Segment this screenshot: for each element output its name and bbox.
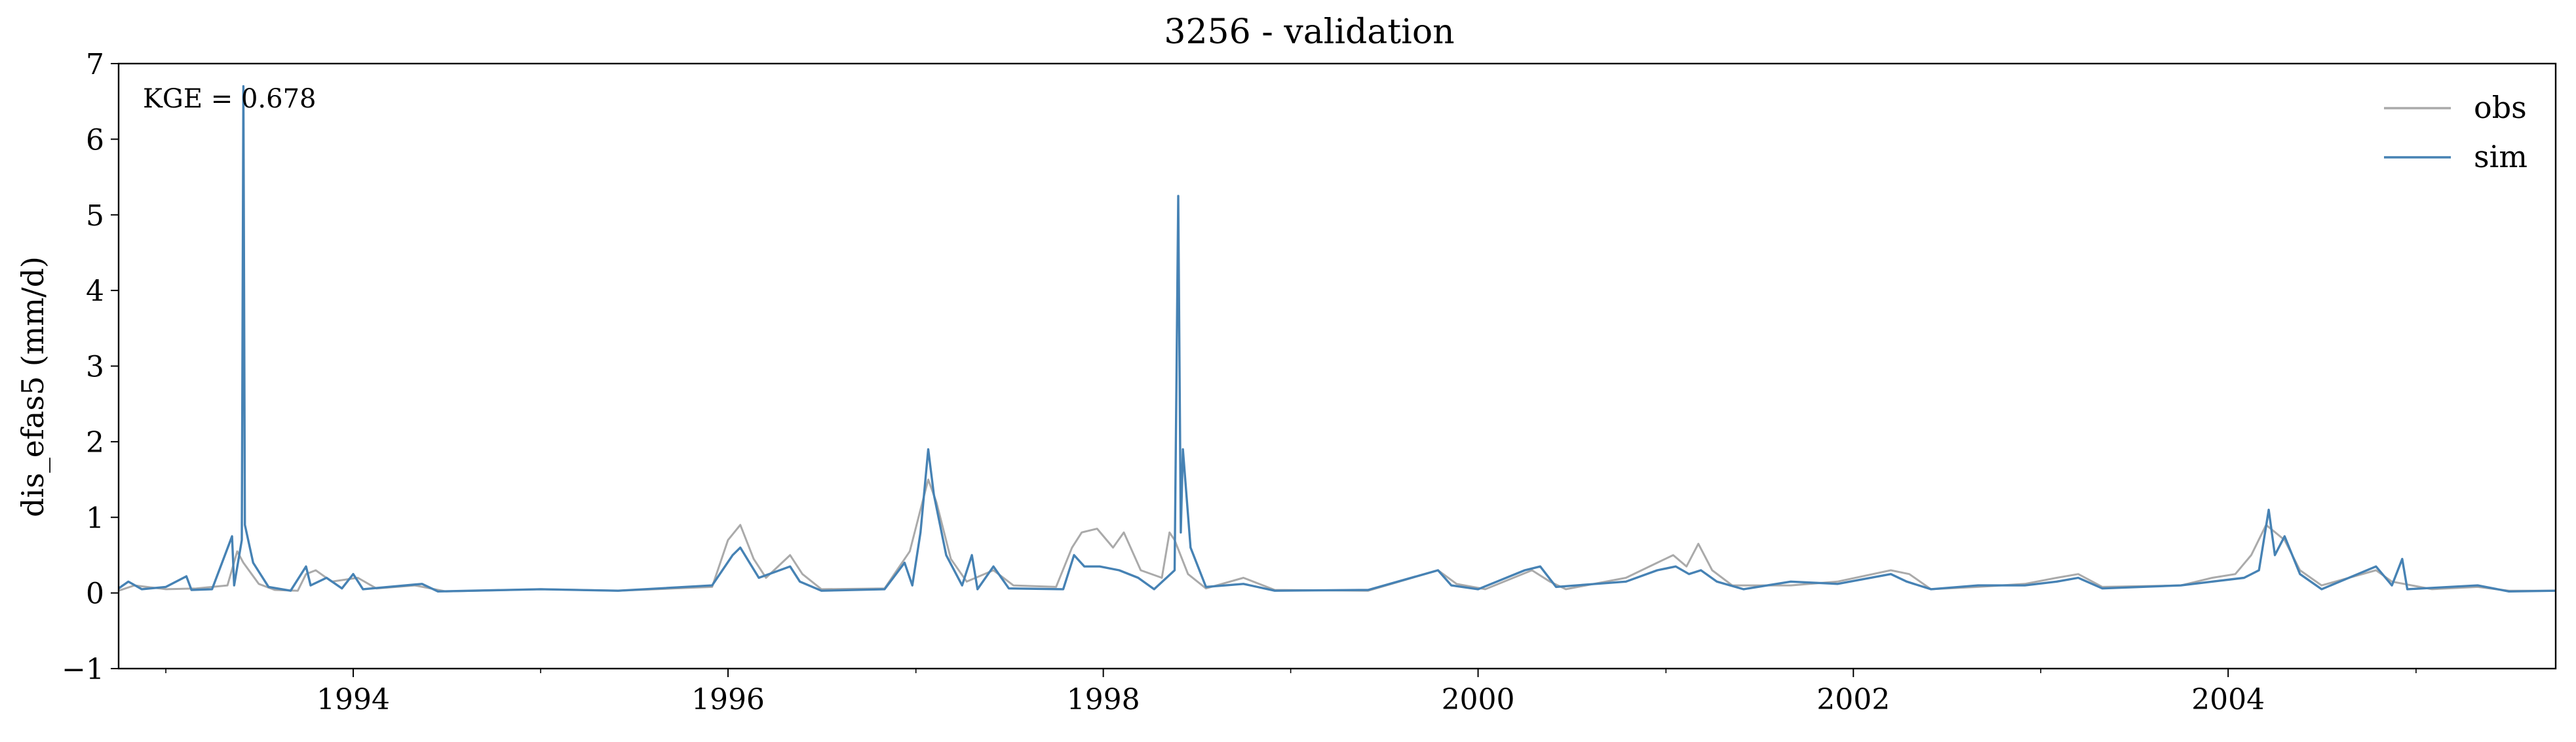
y-axis-ticks: −1 0 1 2 3 4 5 6 7 [62,48,119,686]
x-axis-ticks: 1994 1996 1998 2000 2002 2004 [165,669,2417,716]
y-tick-label: 5 [86,199,104,233]
x-tick-label: 2004 [2191,683,2265,716]
y-tick-label: 1 [86,501,104,535]
legend: obs sim [2384,90,2528,174]
series-layer [118,85,2556,593]
legend-label-obs: obs [2474,90,2527,125]
x-tick-label: 2000 [1442,683,1515,716]
x-tick-label: 1998 [1067,683,1140,716]
y-tick-label: −1 [62,653,104,686]
series-line-obs [118,478,2556,593]
y-axis-label: dis_efas5 (mm/d) [15,256,50,517]
y-tick-label: 2 [86,426,104,459]
kge-annotation: KGE = 0.678 [143,84,317,114]
x-tick-label: 1994 [317,683,390,716]
y-tick-label: 6 [86,123,104,157]
y-tick-label: 0 [86,577,104,611]
x-tick-label: 1996 [691,683,765,716]
x-tick-label: 2002 [1817,683,1890,716]
y-tick-label: 4 [86,275,104,308]
y-tick-label: 3 [86,351,104,384]
chart-title: 3256 - validation [1164,12,1454,52]
y-tick-label: 7 [86,48,104,81]
series-line-sim [118,85,2556,593]
plot-frame [117,62,2557,670]
legend-label-sim: sim [2474,139,2528,174]
